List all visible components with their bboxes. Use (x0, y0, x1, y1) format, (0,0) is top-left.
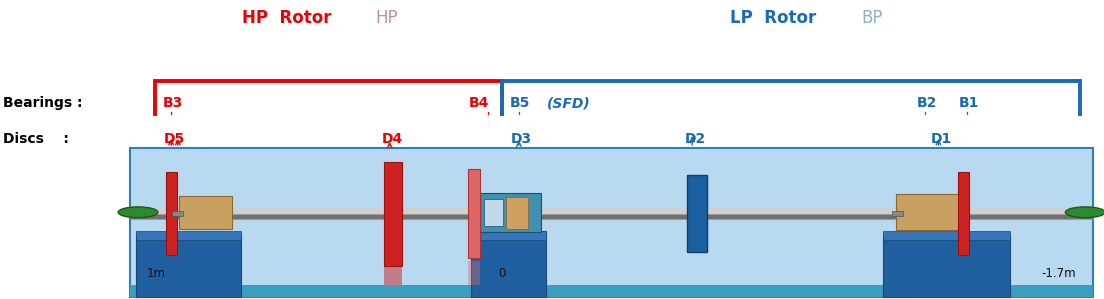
Text: Discs    :: Discs : (3, 132, 70, 146)
Text: HP: HP (375, 9, 397, 27)
Bar (883, 234, 1010, 297)
Circle shape (118, 207, 158, 218)
Text: D4: D4 (382, 132, 403, 146)
Bar (136, 234, 241, 297)
Text: LP  Rotor: LP Rotor (730, 9, 816, 27)
Text: B4: B4 (469, 96, 489, 110)
Text: B3: B3 (162, 96, 182, 110)
Bar (883, 231, 1010, 240)
Text: D5: D5 (163, 132, 184, 146)
Text: BP: BP (861, 9, 882, 27)
Bar (179, 196, 232, 229)
Text: D1: D1 (931, 132, 952, 146)
Text: (SFD): (SFD) (546, 96, 591, 110)
Text: 1m: 1m (147, 267, 166, 280)
Bar (480, 193, 541, 232)
Bar (468, 169, 480, 258)
Bar (506, 197, 528, 229)
Bar (484, 199, 503, 226)
Text: B2: B2 (916, 96, 936, 110)
Text: HP  Rotor: HP Rotor (242, 9, 332, 27)
Bar (172, 211, 183, 216)
Text: D3: D3 (511, 132, 532, 146)
Bar (687, 175, 707, 252)
Bar (468, 261, 480, 285)
Bar (958, 172, 969, 255)
Bar (384, 252, 402, 285)
Bar (136, 231, 241, 240)
Bar (471, 231, 546, 297)
Bar (384, 162, 402, 266)
Bar (471, 231, 546, 240)
Text: B1: B1 (958, 96, 978, 110)
Bar (892, 211, 903, 216)
Bar (130, 285, 1093, 297)
Text: B5: B5 (510, 96, 530, 110)
Bar (130, 148, 1093, 297)
Text: Bearings :: Bearings : (3, 96, 83, 110)
Text: 0: 0 (499, 267, 506, 280)
Bar (896, 194, 965, 230)
Circle shape (1065, 207, 1104, 218)
Bar (166, 172, 177, 255)
Text: D2: D2 (684, 132, 705, 146)
Text: -1.7m: -1.7m (1042, 267, 1076, 280)
